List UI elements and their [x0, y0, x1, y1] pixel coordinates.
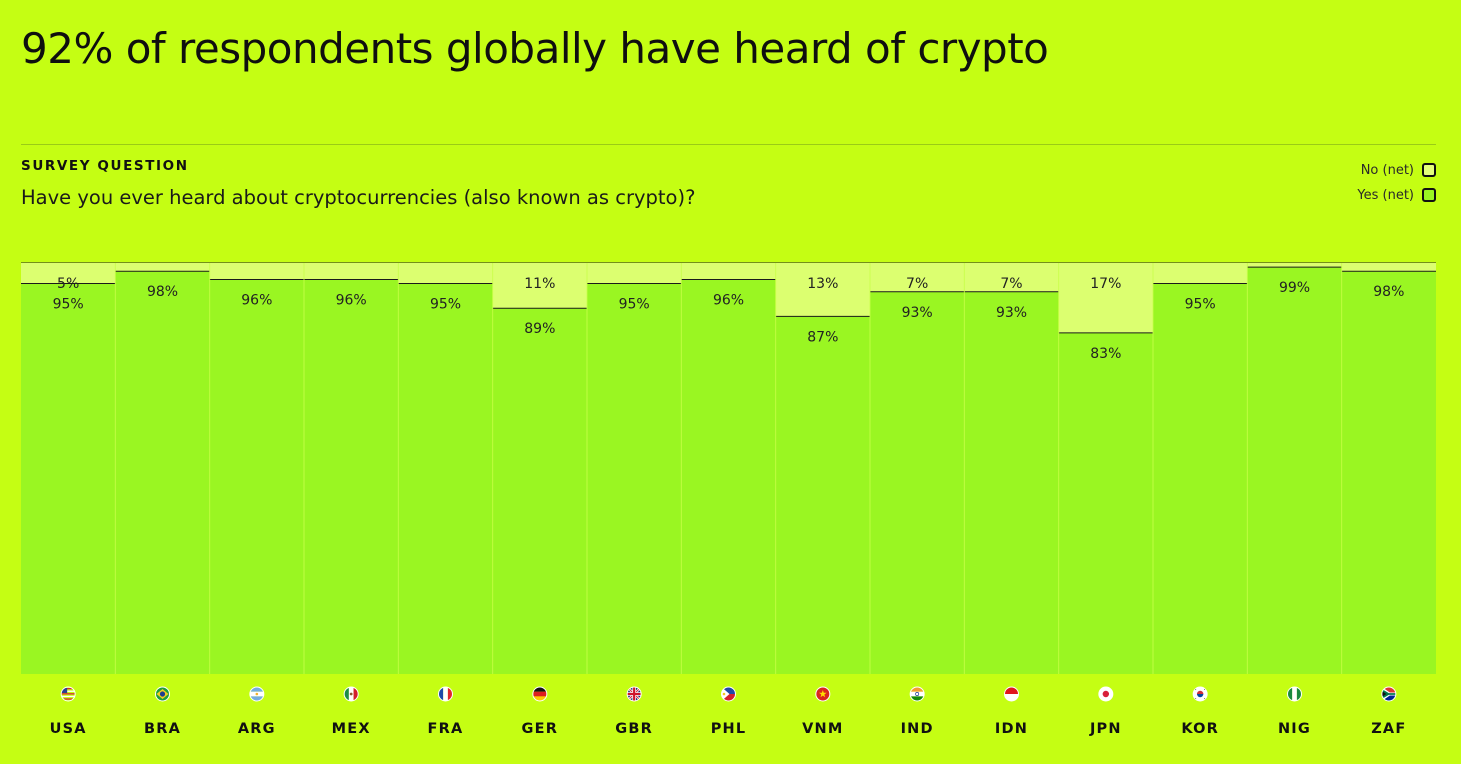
category-label-gbr: GBR	[615, 721, 653, 737]
category-label-phl: PHL	[711, 721, 747, 737]
bar-no-gbr	[587, 263, 682, 284]
bar-yes-fra	[398, 283, 493, 674]
bar-no-jpn	[1058, 263, 1153, 333]
flag-bra-icon	[155, 686, 170, 702]
data-label-yes-kor: 95%	[1185, 297, 1216, 313]
data-label-yes-usa: 95%	[53, 297, 84, 313]
bar-no-zaf	[1341, 263, 1436, 272]
category-label-bra: BRA	[144, 721, 181, 737]
category-label-fra: FRA	[428, 721, 464, 737]
bar-no-vnm	[775, 263, 870, 317]
bar-no-arg	[209, 263, 304, 280]
data-label-no-usa: 5%	[57, 276, 79, 292]
data-label-yes-ind: 93%	[902, 305, 933, 321]
data-label-no-ger: 11%	[524, 276, 555, 292]
category-label-vnm: VNM	[802, 721, 843, 737]
flag-nig-icon	[1287, 686, 1302, 702]
bar-yes-mex	[304, 279, 399, 674]
flag-vnm-icon	[815, 686, 831, 702]
bar-no-mex	[304, 263, 399, 280]
category-label-zaf: ZAF	[1371, 721, 1406, 737]
bar-no-ger	[492, 263, 587, 309]
bar-no-usa	[21, 263, 116, 284]
data-label-yes-zaf: 98%	[1373, 284, 1404, 300]
data-label-yes-mex: 96%	[336, 292, 367, 308]
bar-no-nig	[1247, 263, 1342, 268]
section-divider	[21, 144, 1436, 145]
bar-no-phl	[681, 263, 776, 280]
bar-yes-gbr	[587, 283, 682, 674]
bar-yes-jpn	[1058, 332, 1153, 674]
data-label-yes-bra: 98%	[147, 284, 178, 300]
data-label-yes-arg: 96%	[241, 292, 272, 308]
bar-yes-ger	[492, 308, 587, 674]
category-label-mex: MEX	[332, 721, 371, 737]
bar-no-bra	[115, 263, 210, 272]
data-label-no-ind: 7%	[906, 276, 928, 292]
category-label-idn: IDN	[995, 721, 1028, 737]
bar-no-ind	[870, 263, 965, 292]
data-label-yes-jpn: 83%	[1090, 346, 1121, 362]
chart-legend: No (net) Yes (net)	[1357, 161, 1436, 211]
category-label-ger: GER	[522, 721, 559, 737]
legend-swatch-yes-icon	[1422, 188, 1436, 202]
category-label-ind: IND	[901, 721, 934, 737]
data-label-no-jpn: 17%	[1090, 276, 1121, 292]
survey-question-text: Have you ever heard about cryptocurrenci…	[21, 186, 696, 209]
bar-yes-phl	[681, 279, 776, 674]
bar-yes-vnm	[775, 316, 870, 674]
data-label-yes-gbr: 95%	[619, 297, 650, 313]
data-label-yes-ger: 89%	[524, 321, 555, 337]
bar-yes-kor	[1153, 283, 1248, 674]
bar-yes-nig	[1247, 267, 1342, 674]
bar-no-fra	[398, 263, 493, 284]
flag-kor-icon	[1192, 686, 1208, 702]
legend-label-no: No (net)	[1360, 162, 1414, 178]
data-label-no-vnm: 13%	[807, 276, 838, 292]
legend-label-yes: Yes (net)	[1357, 187, 1414, 203]
bar-yes-zaf	[1341, 271, 1436, 674]
category-label-arg: ARG	[238, 721, 276, 737]
flag-jpn-icon	[1098, 686, 1114, 702]
data-label-yes-phl: 96%	[713, 292, 744, 308]
bar-no-idn	[964, 263, 1059, 292]
flag-gbr-icon	[626, 686, 642, 702]
flag-fra-icon	[438, 686, 453, 702]
category-label-usa: USA	[50, 721, 87, 737]
survey-question-label: SURVEY QUESTION	[21, 158, 189, 174]
flag-arg-icon	[249, 686, 265, 702]
bar-yes-usa	[21, 283, 116, 674]
data-label-yes-vnm: 87%	[807, 329, 838, 345]
category-label-nig: NIG	[1278, 721, 1311, 737]
bar-yes-idn	[964, 291, 1059, 674]
flag-mex-icon	[343, 686, 359, 702]
flag-idn-icon	[1004, 686, 1019, 702]
bar-yes-ind	[870, 291, 965, 674]
bar-no-kor	[1153, 263, 1248, 284]
category-label-jpn: JPN	[1089, 721, 1122, 737]
flag-ger-icon	[532, 686, 548, 702]
legend-item-yes: Yes (net)	[1357, 186, 1436, 204]
flag-ind-icon	[909, 686, 925, 702]
category-label-kor: KOR	[1181, 721, 1219, 737]
data-label-yes-fra: 95%	[430, 297, 461, 313]
page-title: 92% of respondents globally have heard o…	[21, 24, 1049, 73]
flag-phl-icon	[721, 686, 736, 702]
bar-yes-arg	[209, 279, 304, 674]
bar-yes-bra	[115, 271, 210, 674]
data-label-no-idn: 7%	[1000, 276, 1022, 292]
flag-zaf-icon	[1381, 686, 1397, 702]
data-label-yes-idn: 93%	[996, 305, 1027, 321]
data-label-yes-nig: 99%	[1279, 280, 1310, 296]
flag-usa-icon	[60, 686, 76, 702]
legend-item-no: No (net)	[1357, 161, 1436, 179]
legend-swatch-no-icon	[1422, 163, 1436, 177]
